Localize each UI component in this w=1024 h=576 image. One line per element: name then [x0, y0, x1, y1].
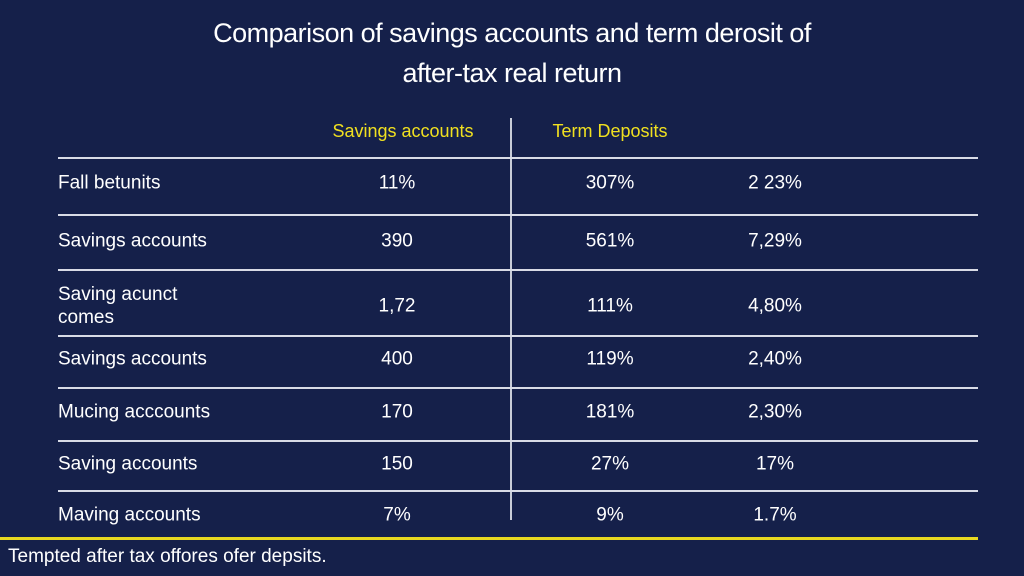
cell-value: 2,40% [748, 348, 802, 370]
title-line: Comparison of savings accounts and term … [213, 18, 811, 48]
row-label: Savings accounts [58, 348, 207, 370]
cell-value: 119% [586, 348, 634, 370]
cell-value: 7,29% [748, 230, 802, 252]
cell-value: 7% [383, 504, 411, 526]
cell-value: 4,80% [748, 295, 802, 317]
cell-value: 561% [585, 230, 635, 252]
cell-value: 27% [590, 453, 630, 475]
cell-value: 11% [378, 172, 416, 194]
cell-value: 111% [587, 295, 633, 317]
cell-value: 2 23% [748, 172, 802, 194]
cell-value: 9% [596, 504, 624, 526]
row-label: Maving accounts [58, 504, 201, 526]
cell-value: 2,30% [748, 401, 802, 423]
row-label: Savings accounts [58, 230, 207, 252]
row-divider [58, 214, 978, 216]
cell-value: 170 [381, 401, 413, 423]
row-label: Mucing acccounts [58, 401, 211, 423]
row-divider [58, 440, 978, 442]
column-header: Term Deposits [552, 121, 668, 141]
row-divider [58, 387, 978, 389]
title-line: after-tax real return [402, 58, 622, 88]
cell-value: 390 [381, 230, 413, 252]
column-header: Savings accounts [332, 121, 474, 141]
cell-value: 400 [381, 348, 413, 370]
column-divider [510, 118, 512, 520]
row-divider [58, 335, 978, 337]
row-label: Saving accounts [58, 453, 198, 475]
cell-value: 181% [585, 401, 635, 423]
row-divider [58, 157, 978, 159]
row-label: Saving acunct comes [58, 284, 178, 328]
cell-value: 17% [755, 453, 795, 475]
row-divider [58, 490, 978, 492]
cell-value: 307% [585, 172, 635, 194]
cell-value: 1.7% [753, 504, 797, 526]
cell-value: 1,72 [378, 295, 416, 317]
cell-value: 150 [381, 453, 413, 475]
footnote: Tempted after tax offores ofer depsits. [8, 546, 327, 567]
row-label: Fall betunits [58, 172, 161, 194]
row-divider [58, 269, 978, 271]
footer-rule [0, 537, 978, 540]
